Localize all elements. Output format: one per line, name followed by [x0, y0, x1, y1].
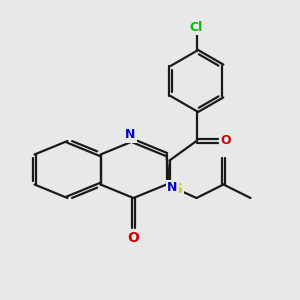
Text: N: N	[167, 181, 178, 194]
Text: Cl: Cl	[190, 21, 203, 34]
Text: S: S	[173, 182, 183, 196]
Text: O: O	[128, 231, 140, 244]
Text: N: N	[125, 128, 136, 142]
Text: O: O	[220, 134, 231, 148]
